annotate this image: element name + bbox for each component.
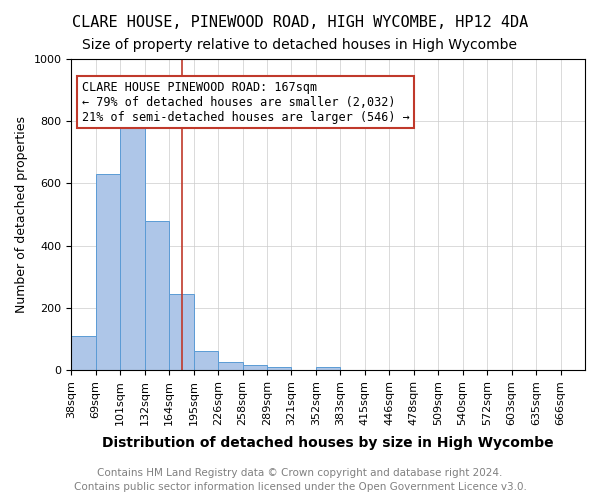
Y-axis label: Number of detached properties: Number of detached properties bbox=[15, 116, 28, 313]
Text: Contains HM Land Registry data © Crown copyright and database right 2024.
Contai: Contains HM Land Registry data © Crown c… bbox=[74, 468, 526, 492]
Text: Size of property relative to detached houses in High Wycombe: Size of property relative to detached ho… bbox=[83, 38, 517, 52]
X-axis label: Distribution of detached houses by size in High Wycombe: Distribution of detached houses by size … bbox=[103, 436, 554, 450]
Text: CLARE HOUSE, PINEWOOD ROAD, HIGH WYCOMBE, HP12 4DA: CLARE HOUSE, PINEWOOD ROAD, HIGH WYCOMBE… bbox=[72, 15, 528, 30]
Bar bbox=[145, 220, 169, 370]
Bar bbox=[120, 121, 145, 370]
Bar bbox=[218, 362, 242, 370]
Bar bbox=[316, 367, 340, 370]
Bar bbox=[242, 366, 267, 370]
Bar bbox=[194, 352, 218, 370]
Bar bbox=[71, 336, 96, 370]
Bar bbox=[169, 294, 194, 370]
Text: CLARE HOUSE PINEWOOD ROAD: 167sqm
← 79% of detached houses are smaller (2,032)
2: CLARE HOUSE PINEWOOD ROAD: 167sqm ← 79% … bbox=[82, 81, 409, 124]
Bar bbox=[96, 174, 120, 370]
Bar bbox=[267, 367, 292, 370]
